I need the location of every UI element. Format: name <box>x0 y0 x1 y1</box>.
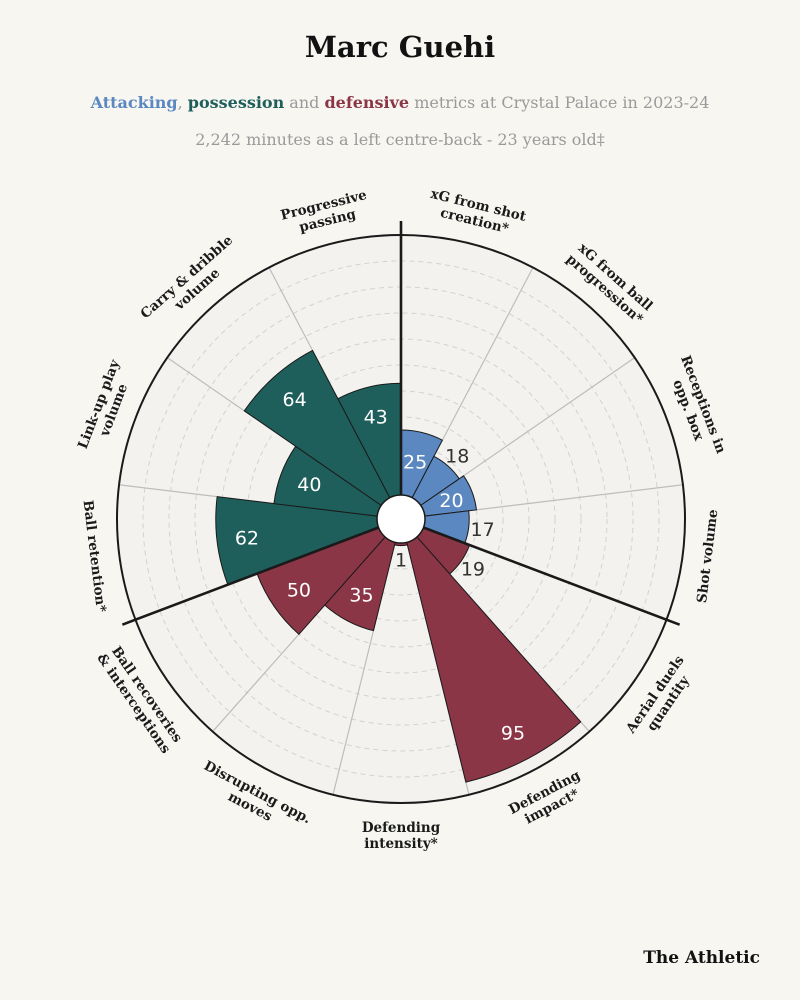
category-label-line: Defending <box>362 820 441 836</box>
value-label: 64 <box>283 389 307 411</box>
subtitle-defensive: defensive <box>324 93 410 112</box>
value-label: 40 <box>297 474 321 496</box>
chart-title: Marc Guehi <box>304 30 496 64</box>
chart-subtitle: Attacking, possession and defensive metr… <box>0 93 800 112</box>
subtitle-attacking: Attacking <box>90 93 178 112</box>
value-label: 25 <box>403 452 427 474</box>
group-divider-line <box>422 526 681 626</box>
category-label: Ball retention* <box>80 499 109 613</box>
center-hole <box>376 494 426 544</box>
grid-ring <box>194 312 608 726</box>
value-label: 35 <box>349 584 373 606</box>
subtitle-rest: metrics at Crystal Palace in 2023-24 <box>409 93 710 112</box>
value-label: 43 <box>364 406 388 428</box>
group-divider-line <box>121 526 380 626</box>
category-label-line: intensity* <box>364 836 437 852</box>
value-label: 95 <box>501 722 525 744</box>
value-label: 19 <box>461 559 485 581</box>
chart-subtitle-minutes: 2,242 minutes as a left centre-back - 23… <box>195 130 605 149</box>
value-label: 62 <box>235 528 259 550</box>
value-label: 50 <box>287 579 311 601</box>
subtitle-sep: , <box>177 93 188 112</box>
category-label-line: Ball retention* <box>80 499 109 613</box>
value-label: 1 <box>395 550 407 572</box>
value-label: 20 <box>439 490 463 512</box>
subtitle-and: and <box>284 93 325 112</box>
category-label-line: Shot volume <box>694 509 721 604</box>
grid-ring <box>246 364 556 674</box>
value-label: 17 <box>471 519 495 541</box>
the-athletic-logo: The Athletic <box>643 948 760 968</box>
value-label: 18 <box>445 446 469 468</box>
subtitle-possession: possession <box>187 93 285 112</box>
grid-ring <box>272 390 530 648</box>
category-label: Shot volume <box>694 509 721 604</box>
